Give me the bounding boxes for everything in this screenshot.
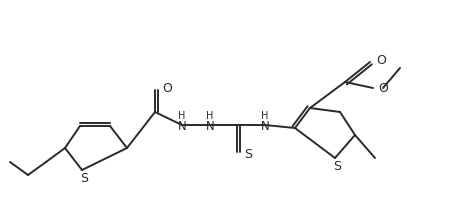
Text: H: H [206,111,214,121]
Text: O: O [162,82,172,95]
Text: S: S [244,148,252,160]
Text: S: S [333,159,341,173]
Text: N: N [261,120,269,132]
Text: S: S [80,172,88,184]
Text: H: H [261,111,269,121]
Text: H: H [178,111,186,121]
Text: N: N [205,120,214,132]
Text: O: O [378,81,388,95]
Text: N: N [178,120,186,132]
Text: O: O [376,53,386,67]
